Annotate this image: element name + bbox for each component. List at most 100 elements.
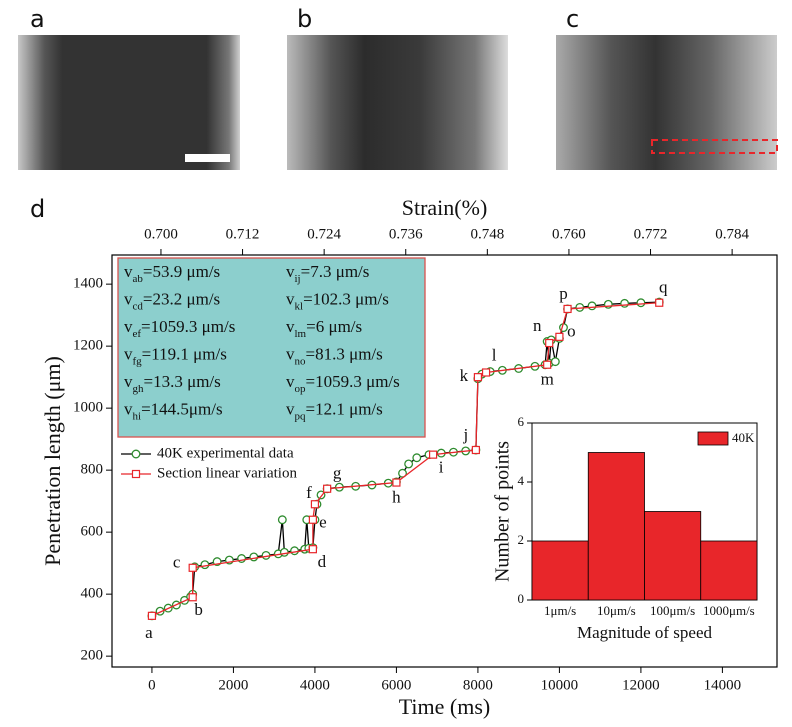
velocity: vij=7.3 μm/s — [286, 262, 369, 285]
x2-tick-label: 0.748 — [470, 226, 504, 242]
point-label: j — [463, 425, 469, 444]
y-tick-label: 600 — [81, 524, 104, 540]
data-point — [147, 611, 157, 620]
velocity-symbol: v — [286, 317, 295, 336]
velocity-symbol: v — [286, 372, 295, 391]
point-label: l — [492, 345, 497, 364]
velocity-box — [117, 257, 426, 438]
velocity: vkl=102.3 μm/s — [286, 289, 389, 312]
data-point — [404, 459, 414, 469]
image-b — [287, 35, 508, 170]
point-label: e — [319, 513, 327, 532]
data-point — [555, 332, 564, 341]
data-point — [308, 545, 317, 554]
highlight-box — [651, 139, 778, 154]
data-point — [428, 450, 438, 459]
velocity: vno=81.3 μm/s — [286, 344, 383, 367]
data-point — [277, 515, 287, 525]
image-c — [556, 35, 777, 170]
velocity: vop=1059.3 μm/s — [286, 372, 400, 395]
point-label: n — [533, 316, 542, 335]
bar — [700, 540, 758, 601]
point-label: g — [333, 464, 342, 483]
x2-tick-label: 0.772 — [634, 226, 668, 242]
data-point — [188, 563, 197, 572]
velocity-subscript: ef — [133, 328, 142, 340]
velocity-value: =6 μm/s — [306, 317, 362, 336]
bar — [587, 452, 645, 601]
velocity-subscript: gh — [133, 383, 145, 395]
point-label: d — [318, 552, 327, 571]
data-point — [550, 357, 560, 367]
velocity: vpq=12.1 μm/s — [286, 399, 383, 422]
velocity-symbol: v — [124, 344, 133, 363]
panel-label: a — [30, 5, 45, 33]
x-tick-label: 6000 — [381, 677, 411, 693]
x2-tick-label: 0.736 — [389, 226, 423, 242]
data-point — [471, 445, 480, 455]
legend-swatch — [697, 431, 729, 446]
velocity-symbol: v — [124, 399, 133, 418]
legend-label: 40K — [732, 430, 755, 445]
data-point — [543, 360, 552, 369]
legend-marker — [131, 449, 141, 459]
y-tick-label: 6 — [518, 414, 525, 429]
velocity: vcd=23.2 μm/s — [124, 289, 220, 312]
velocity-subscript: kl — [295, 300, 304, 312]
micrographs — [18, 35, 778, 170]
velocity-value: =1059.3 μm/s — [306, 372, 400, 391]
velocity-value: =1059.3 μm/s — [141, 317, 235, 336]
y-tick-label: 4 — [518, 473, 525, 488]
velocity-value: =53.9 μm/s — [143, 262, 220, 281]
data-point — [481, 368, 491, 377]
data-point — [323, 484, 332, 493]
y-tick-label: 1400 — [73, 276, 103, 292]
data-point — [310, 500, 320, 509]
data-point — [545, 338, 554, 348]
velocity-value: =144.5μm/s — [141, 399, 223, 418]
legend-label: Section linear variation — [157, 465, 297, 481]
y-tick-label: 0 — [518, 591, 525, 606]
panel-label: b — [297, 5, 312, 33]
x2-tick-label: 0.712 — [226, 226, 260, 242]
x-tick-label: 1000μm/s — [703, 603, 755, 618]
point-label: p — [559, 284, 568, 303]
x-tick-label: 1μm/s — [544, 603, 576, 618]
velocity-value: =81.3 μm/s — [306, 344, 383, 363]
velocity-symbol: v — [286, 399, 295, 418]
data-point — [279, 547, 289, 557]
image-a — [18, 35, 240, 170]
x2-tick-label: 0.784 — [715, 226, 749, 242]
x-tick-label: 14000 — [704, 677, 742, 693]
x-tick-label: 8000 — [463, 677, 493, 693]
y-tick-label: 200 — [81, 648, 104, 664]
velocity-subscript: ab — [133, 273, 144, 285]
x-tick-label: 2000 — [218, 677, 248, 693]
x-tick-label: 12000 — [622, 677, 660, 693]
data-point — [290, 546, 299, 556]
x2-tick-label: 0.700 — [144, 226, 178, 242]
y-tick-label: 1200 — [73, 338, 103, 354]
velocity-subscript: hi — [133, 410, 142, 422]
velocity: vab=53.9 μm/s — [124, 262, 220, 285]
point-label: k — [460, 366, 469, 385]
data-point — [563, 304, 572, 314]
velocity-subscript: pq — [295, 410, 307, 422]
panel-label: d — [30, 195, 45, 223]
velocity-symbol: v — [124, 317, 133, 336]
data-point — [200, 560, 210, 570]
velocity-symbol: v — [286, 262, 295, 281]
velocity-subscript: lm — [295, 328, 307, 340]
data-point — [412, 453, 422, 463]
x-axis-title: Magnitude of speed — [577, 623, 713, 642]
velocity: vhi=144.5μm/s — [124, 399, 223, 422]
point-label: h — [392, 487, 401, 506]
legend-marker — [131, 469, 141, 479]
bar — [644, 511, 702, 601]
y-axis-title: Penetration length (μm) — [40, 356, 65, 566]
bar — [531, 540, 589, 601]
velocity-subscript: cd — [133, 300, 144, 312]
velocity: vlm=6 μm/s — [286, 317, 362, 340]
velocity-symbol: v — [124, 372, 133, 391]
